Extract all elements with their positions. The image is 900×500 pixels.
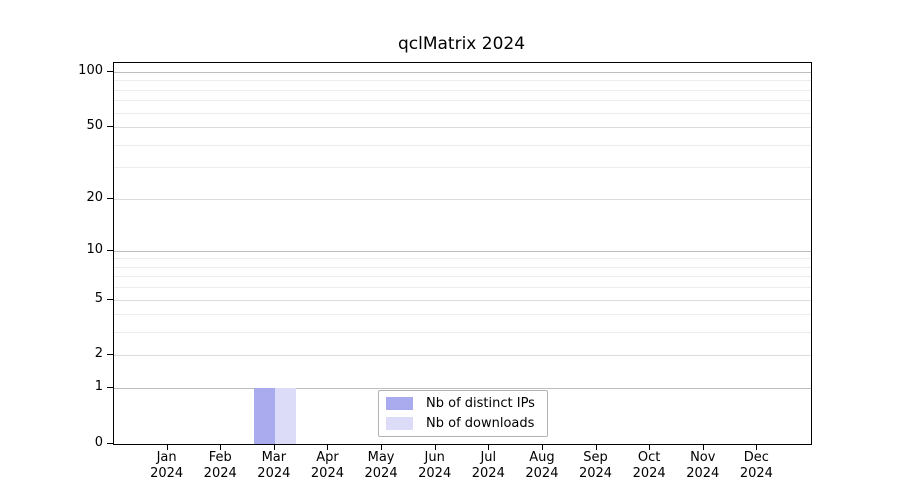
y-axis-tick	[107, 197, 113, 199]
x-tick-label: Aug 2024	[525, 450, 559, 481]
y-axis-tick	[107, 298, 113, 300]
x-axis-tick	[702, 444, 704, 450]
x-tick-label: Jul 2024	[471, 450, 505, 481]
gridline-major	[114, 198, 811, 200]
y-tick-label: 10	[86, 241, 103, 257]
x-axis-tick	[649, 444, 651, 450]
x-axis-tick	[381, 444, 383, 450]
y-tick-label: 20	[86, 189, 103, 205]
gridline-major	[114, 388, 811, 390]
x-axis-tick	[756, 444, 758, 450]
x-tick-label: Jan 2024	[150, 450, 184, 481]
legend-label-downloads: Nb of downloads	[426, 416, 535, 432]
gridline-minor	[114, 112, 811, 114]
y-tick-label: 0	[94, 435, 103, 450]
x-axis-tick	[273, 444, 275, 450]
gridline-major	[114, 250, 811, 252]
x-axis-tick	[220, 444, 222, 450]
y-tick-label: 1	[94, 379, 103, 395]
y-axis-tick	[107, 387, 113, 389]
x-tick-label: Dec 2024	[739, 450, 773, 481]
gridline-minor	[114, 314, 811, 316]
plot-area	[113, 62, 812, 445]
y-axis-tick	[107, 443, 113, 444]
gridline-minor	[114, 258, 811, 260]
gridline-major	[114, 299, 811, 301]
y-axis-tick	[107, 126, 113, 128]
legend-swatch-distinct-ips	[386, 396, 413, 410]
x-axis-tick	[595, 444, 597, 450]
x-tick-label: Oct 2024	[632, 450, 666, 481]
x-tick-label: Sep 2024	[578, 450, 613, 481]
x-axis-tick	[488, 444, 490, 450]
x-tick-label: Apr 2024	[310, 450, 344, 481]
gridline-minor	[114, 332, 811, 334]
y-tick-label: 100	[78, 63, 103, 78]
gridline-minor	[114, 100, 811, 102]
y-tick-label: 50	[86, 118, 103, 134]
legend-item-distinct-ips: Nb of distinct IPs	[386, 395, 540, 412]
legend-item-downloads: Nb of downloads	[386, 416, 540, 433]
bar-downloads	[274, 388, 296, 444]
x-axis-tick	[327, 444, 329, 450]
gridline-minor	[114, 89, 811, 91]
gridline-minor	[114, 144, 811, 146]
x-axis-tick	[434, 444, 436, 450]
x-axis-tick	[166, 444, 168, 450]
gridline-minor	[114, 276, 811, 278]
chart-title: qclMatrix 2024	[397, 34, 526, 54]
gridline-minor	[114, 287, 811, 289]
x-tick-label: Feb 2024	[203, 450, 237, 481]
x-axis-tick	[541, 444, 543, 450]
gridline-major	[114, 72, 811, 73]
y-axis-tick	[107, 354, 113, 356]
gridline-minor	[114, 167, 811, 169]
legend: Nb of distinct IPs Nb of downloads	[378, 390, 548, 437]
x-tick-label: Nov 2024	[686, 450, 720, 481]
y-axis-tick	[107, 71, 113, 72]
gridline-minor	[114, 80, 811, 82]
gridline-major	[114, 355, 811, 357]
y-tick-label: 2	[94, 346, 103, 362]
x-tick-label: May 2024	[364, 450, 398, 481]
x-tick-label: Jun 2024	[418, 450, 452, 481]
legend-label-distinct-ips: Nb of distinct IPs	[426, 395, 535, 411]
gridline-minor	[114, 266, 811, 268]
legend-swatch-downloads	[386, 417, 413, 431]
bar-distinct-ips	[253, 388, 275, 444]
y-axis-tick	[107, 249, 113, 251]
gridline-major	[114, 127, 811, 129]
x-tick-label: Mar 2024	[257, 450, 291, 481]
y-tick-label: 5	[94, 290, 103, 306]
